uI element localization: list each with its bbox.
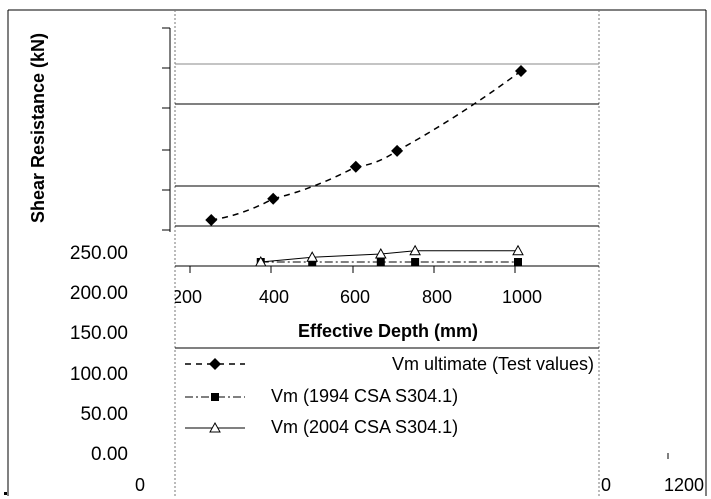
x-tick-label: 600 — [340, 287, 370, 307]
data-point — [411, 258, 420, 266]
y-axis-title: Shear Resistance (kN) — [28, 33, 48, 223]
data-point — [409, 244, 421, 256]
y-tick-label: 200.00 — [70, 283, 128, 304]
legend-label: Vm ultimate (Test values) — [392, 354, 594, 374]
data-point — [512, 244, 524, 256]
x-tick-labels-clip: 200 400 600 800 1000 — [172, 287, 542, 307]
x-edge-label-right: 1200 — [664, 475, 704, 495]
data-point — [391, 144, 404, 157]
y-tick-label: 250.00 — [70, 243, 128, 264]
x-tick-label: 200 — [172, 287, 202, 307]
data-point — [211, 393, 219, 401]
data-point — [374, 247, 387, 259]
x-tick-label: 800 — [422, 287, 452, 307]
data-point — [254, 255, 267, 267]
x-axis-tick-marks — [189, 266, 516, 273]
data-point — [306, 251, 319, 262]
legend-label: Vm (2004 CSA S304.1) — [271, 417, 458, 437]
data-point — [515, 65, 527, 77]
y-axis-tick-marks — [162, 27, 170, 231]
x-edge-label-right: 0 — [601, 475, 611, 495]
x-axis-title: Effective Depth (mm) — [298, 321, 478, 341]
data-point — [349, 160, 362, 173]
series-line — [211, 70, 522, 221]
data-point — [209, 358, 221, 370]
legend-label: Vm (1994 CSA S304.1) — [271, 386, 458, 406]
data-point — [209, 421, 221, 433]
gridlines — [175, 63, 599, 267]
data-point — [267, 192, 280, 205]
y-tick-label: 100.00 — [70, 364, 128, 385]
data-point — [205, 214, 218, 226]
x-tick-label: 400 — [259, 287, 289, 307]
series-line — [260, 250, 518, 263]
series-layer — [205, 65, 527, 267]
legend: Vm ultimate (Test values) Vm (1994 CSA S… — [185, 354, 594, 437]
y-tick-label: 50.00 — [80, 404, 128, 425]
data-point — [308, 258, 317, 266]
x-tick-label: 1000 — [502, 287, 542, 307]
corner-mark — [4, 492, 7, 495]
data-point — [376, 258, 385, 266]
x-edge-label-left: 0 — [135, 475, 145, 495]
data-point — [514, 258, 522, 266]
y-tick-label: 150.00 — [70, 323, 128, 344]
y-tick-label: 0.00 — [91, 444, 128, 465]
